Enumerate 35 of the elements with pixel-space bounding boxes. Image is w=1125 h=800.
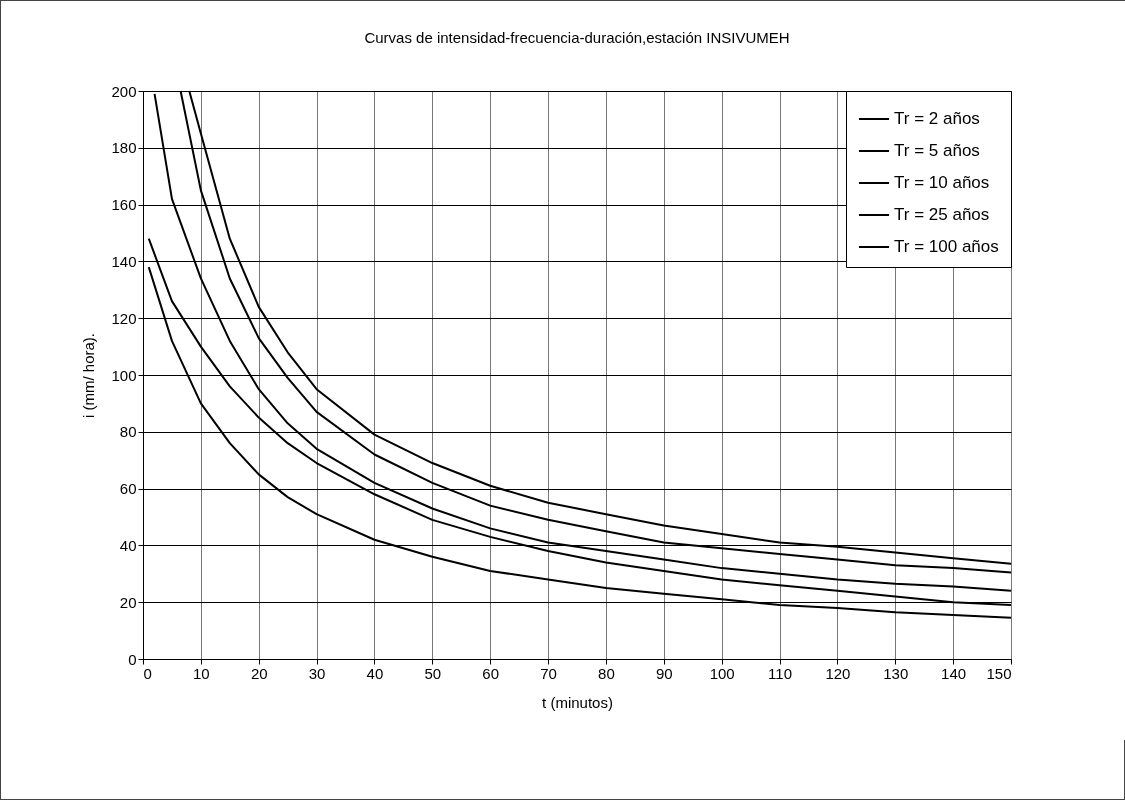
- x-tick-label: 110: [768, 664, 792, 682]
- y-tick-label: 140: [111, 252, 137, 270]
- y-tick-label: 180: [111, 139, 137, 157]
- x-tick-label: 70: [540, 664, 557, 682]
- x-tick-label: 140: [941, 664, 967, 682]
- x-tick-label: 150: [986, 664, 1012, 682]
- x-tick-label: 130: [883, 664, 909, 682]
- y-axis-title: i (mm/ hora).: [80, 332, 98, 419]
- legend-label: Tr = 10 años: [894, 173, 990, 192]
- x-tick-label: 40: [366, 664, 384, 682]
- x-tick-label: 90: [655, 664, 673, 682]
- y-tick-label: 0: [128, 650, 137, 668]
- y-tick-label: 40: [119, 536, 137, 554]
- y-tick-label: 100: [111, 366, 137, 384]
- x-tick-label: 30: [308, 664, 326, 682]
- x-tick-label: 10: [193, 664, 210, 682]
- y-tick-label: 120: [111, 309, 137, 327]
- chart-title: Curvas de intensidad-frecuencia-duración,estación INSIVUMEH: [364, 29, 790, 46]
- x-tick-label: 20: [250, 664, 268, 682]
- y-tick-label: 20: [119, 593, 137, 611]
- y-tick-label: 60: [119, 480, 137, 498]
- y-tick-label: 160: [111, 196, 137, 214]
- x-tick-label: 100: [709, 664, 735, 682]
- x-tick-label: 60: [482, 664, 500, 682]
- x-tick-label: 80: [598, 664, 615, 682]
- legend-label: Tr = 100 años: [894, 237, 999, 256]
- legend-label: Tr = 5 años: [894, 141, 980, 160]
- legend-label: Tr = 25 años: [894, 205, 990, 224]
- y-tick-label: 200: [111, 82, 137, 100]
- legend-label: Tr = 2 años: [894, 109, 980, 128]
- y-tick-label: 80: [119, 423, 137, 441]
- x-axis-title: t (minutos): [542, 693, 613, 711]
- x-tick-label: 50: [424, 664, 442, 682]
- x-tick-label: 0: [143, 664, 152, 682]
- x-tick-label: 120: [825, 664, 851, 682]
